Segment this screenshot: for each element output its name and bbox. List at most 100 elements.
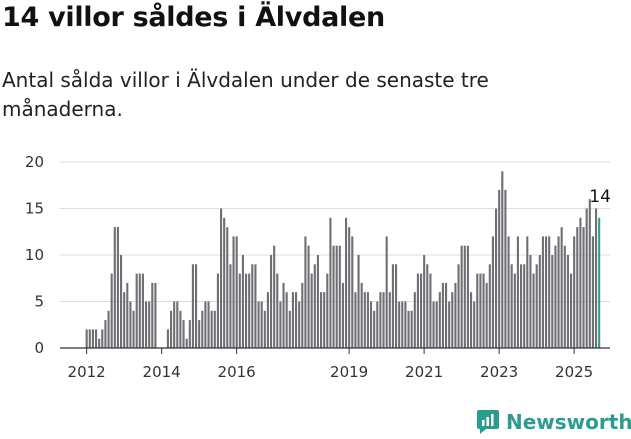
bar: [541, 236, 544, 348]
bar: [535, 264, 538, 348]
x-tick-label: 2023: [480, 363, 518, 381]
bar-highlight: [598, 217, 601, 348]
bar: [376, 301, 379, 348]
bar: [148, 301, 151, 348]
bar: [385, 236, 388, 348]
bar: [382, 292, 385, 348]
bar: [151, 282, 154, 348]
bar: [357, 255, 360, 348]
bar: [510, 264, 513, 348]
bar: [404, 301, 407, 348]
bar: [401, 301, 404, 348]
bar: [279, 301, 282, 348]
bar: [479, 273, 482, 348]
bar: [88, 329, 91, 348]
bar: [370, 301, 373, 348]
x-tick-label: 2016: [218, 363, 256, 381]
bar: [491, 236, 494, 348]
bar: [123, 292, 126, 348]
bar: [229, 264, 232, 348]
y-tick-label: 0: [34, 339, 44, 357]
bar: [451, 292, 454, 348]
bar: [445, 282, 448, 348]
bar: [520, 264, 523, 348]
bar: [216, 273, 219, 348]
bar: [257, 301, 260, 348]
bar: [298, 301, 301, 348]
bar: [554, 245, 557, 348]
newsworthy-brand: Newsworthy: [476, 407, 631, 437]
bar: [463, 245, 466, 348]
bar: [138, 273, 141, 348]
bar: [329, 217, 332, 348]
bar: [335, 245, 338, 348]
bar: [488, 264, 491, 348]
bar: [551, 255, 554, 348]
bar: [141, 273, 144, 348]
bar: [276, 273, 279, 348]
bar: [332, 245, 335, 348]
bar: [470, 292, 473, 348]
bar: [145, 301, 148, 348]
bar: [573, 236, 576, 348]
bar: [129, 301, 132, 348]
bar: [429, 273, 432, 348]
bar: [288, 310, 291, 348]
bar: [204, 301, 207, 348]
y-tick-label: 10: [25, 246, 44, 264]
bar: [407, 310, 410, 348]
bar: [595, 208, 598, 348]
bar: [482, 273, 485, 348]
bar: [245, 273, 248, 348]
bar: [116, 227, 119, 348]
bar: [241, 255, 244, 348]
bar: [126, 282, 129, 348]
brand-name: Newsworthy: [506, 410, 631, 434]
bar: [107, 310, 110, 348]
bar: [113, 227, 116, 348]
bar: [460, 245, 463, 348]
bar: [260, 301, 263, 348]
bar: [85, 329, 88, 348]
bar: [98, 338, 101, 348]
bar: [270, 255, 273, 348]
bar: [238, 273, 241, 348]
bar: [120, 255, 123, 348]
bar: [398, 301, 401, 348]
bar: [432, 301, 435, 348]
bar: [373, 310, 376, 348]
bar: [226, 227, 229, 348]
bar: [416, 273, 419, 348]
bar: [307, 245, 310, 348]
bar: [313, 264, 316, 348]
bar: [91, 329, 94, 348]
bar: [291, 292, 294, 348]
bar: [110, 273, 113, 348]
bar: [213, 310, 216, 348]
bar: [301, 282, 304, 348]
bar: [254, 264, 257, 348]
bar: [201, 310, 204, 348]
bar: [585, 208, 588, 348]
bar: [391, 264, 394, 348]
bar: [348, 227, 351, 348]
bar: [366, 292, 369, 348]
bar: [166, 329, 169, 348]
bar: [576, 227, 579, 348]
bar: [448, 301, 451, 348]
bar: [591, 236, 594, 348]
bar: [516, 236, 519, 348]
bar: [185, 338, 188, 348]
chart-title: 14 villor såldes i Älvdalen: [2, 2, 385, 33]
bar: [507, 236, 510, 348]
bar: [104, 320, 107, 348]
bar: [523, 264, 526, 348]
bar: [557, 236, 560, 348]
bar: [295, 292, 298, 348]
y-tick-label: 5: [34, 293, 44, 311]
bar-chart: 0 5 10 15 20 2012 2014 2016 2019 2021 2023 2025 14: [25, 153, 611, 381]
bar: [582, 227, 585, 348]
bar: [526, 236, 529, 348]
bar: [566, 255, 569, 348]
x-tick-label: 2019: [330, 363, 368, 381]
